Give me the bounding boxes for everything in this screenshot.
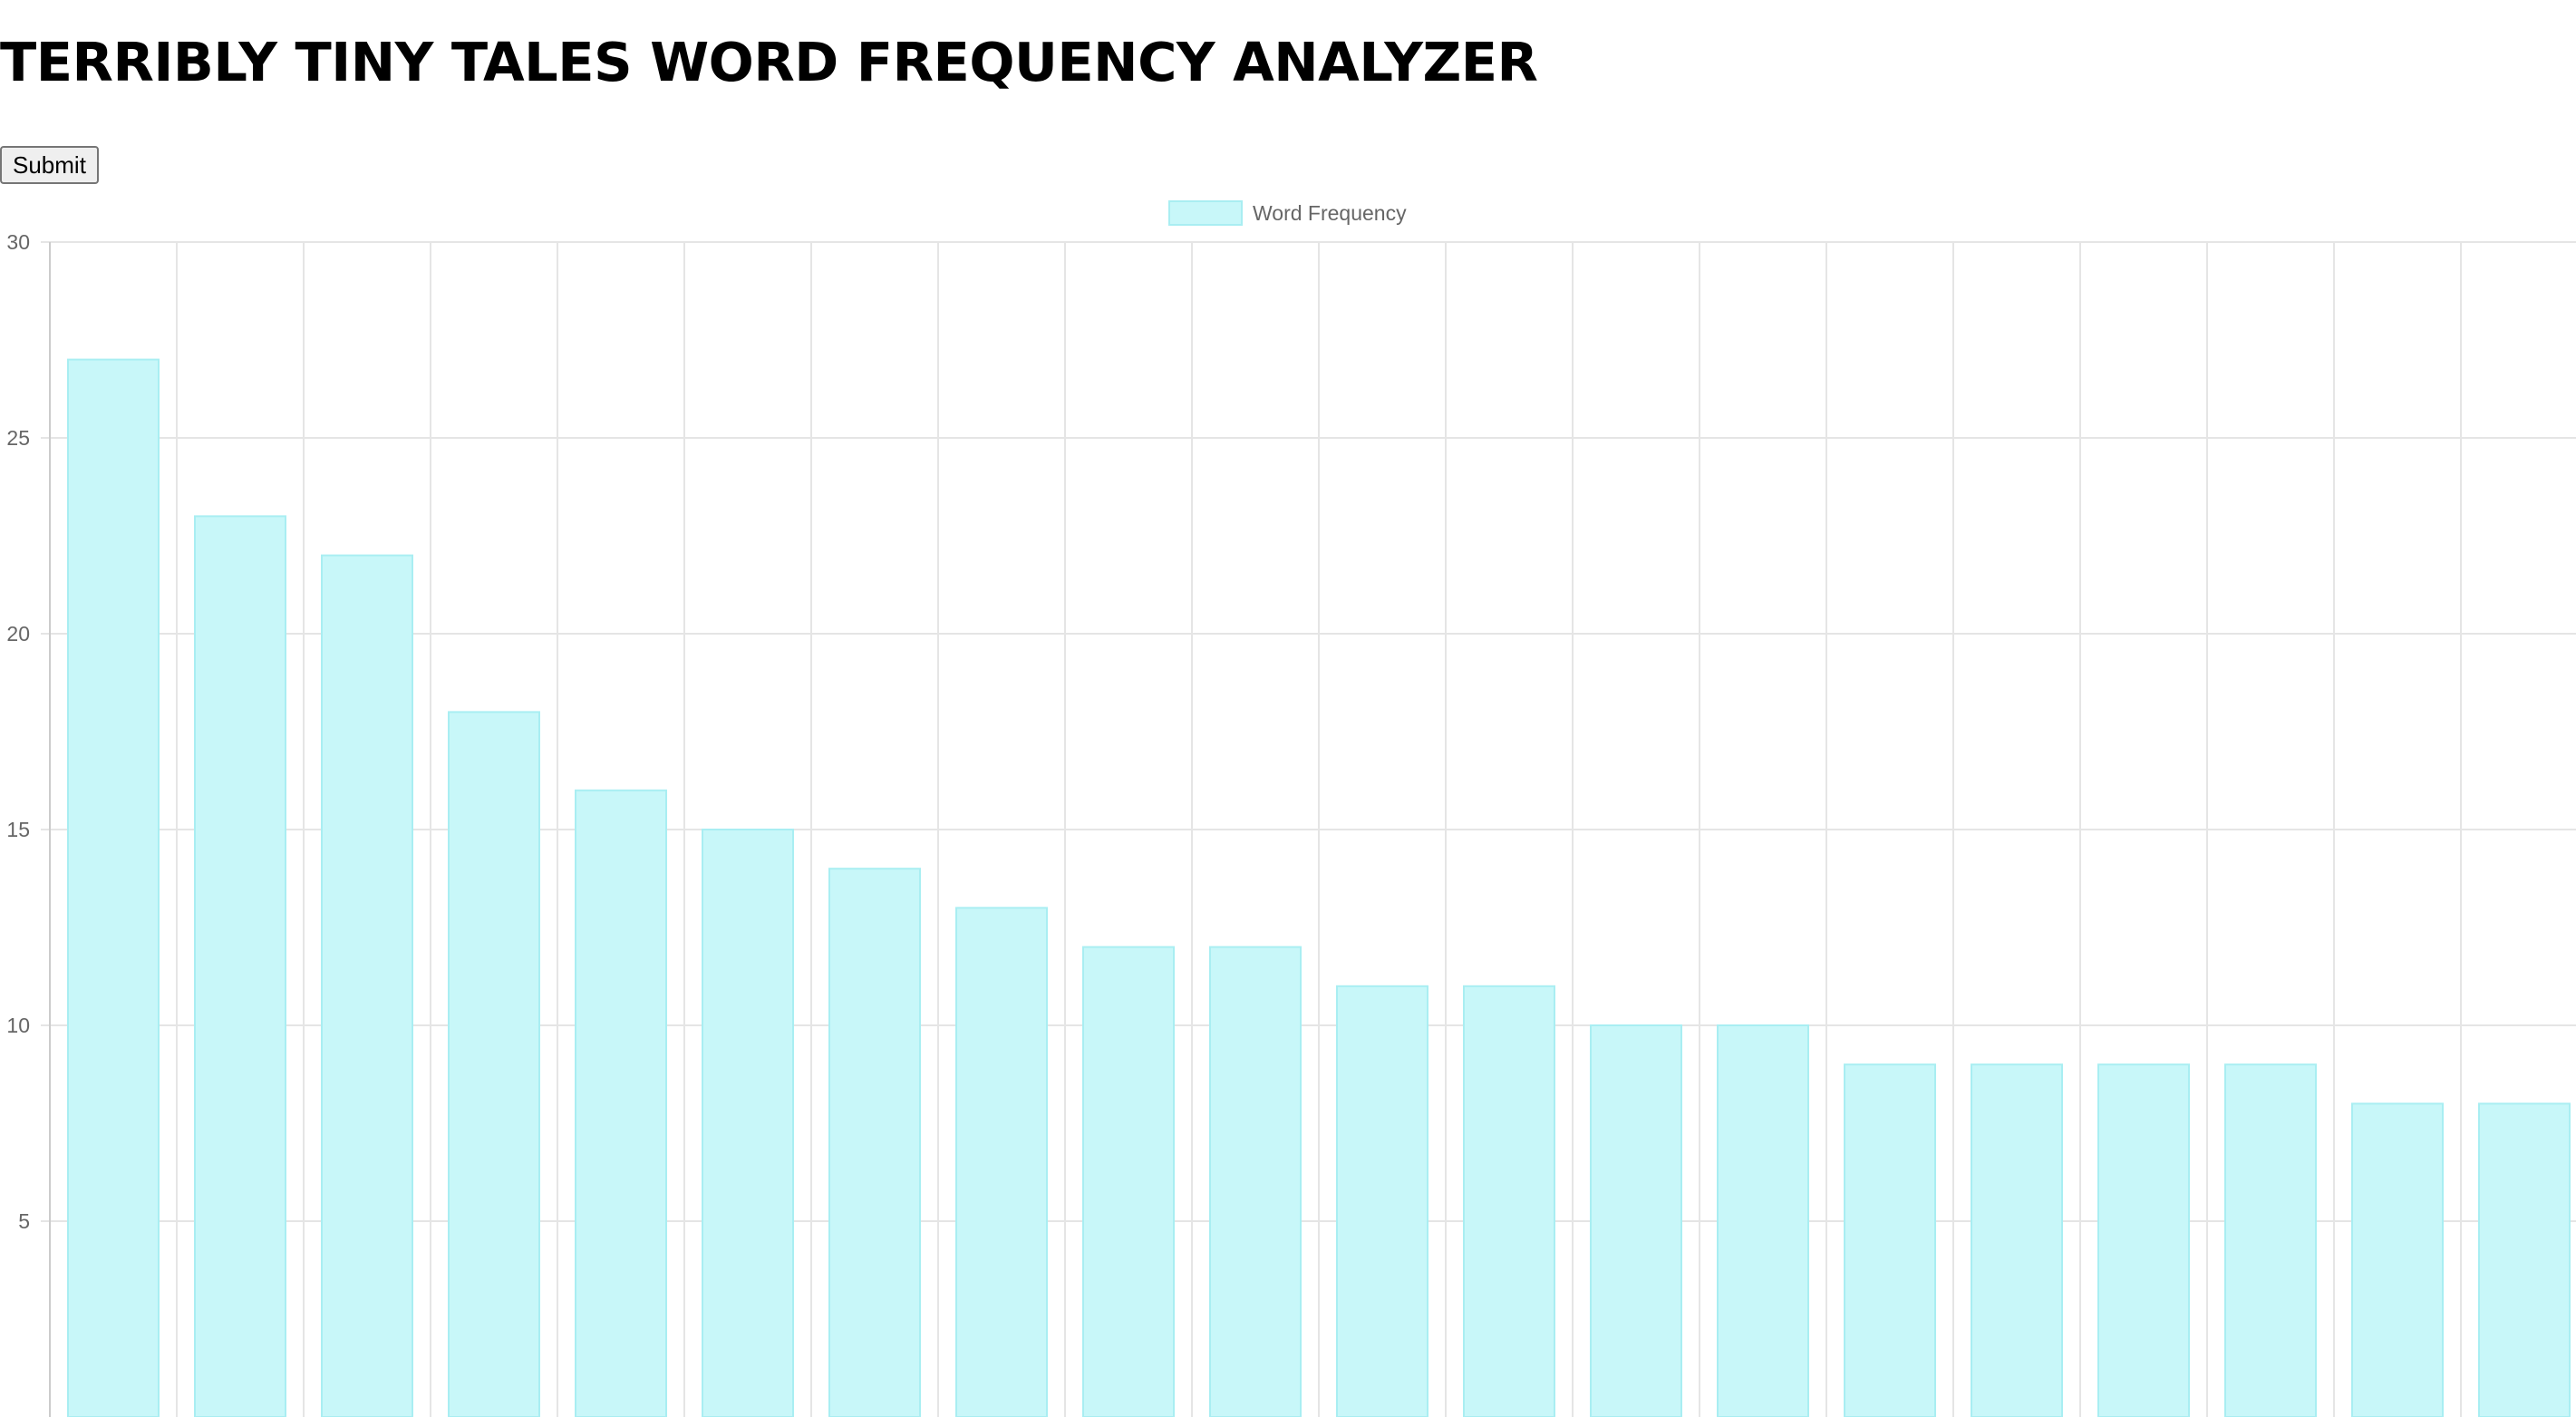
bar bbox=[1463, 985, 1555, 1417]
bar bbox=[1209, 946, 1302, 1417]
bar bbox=[2097, 1063, 2190, 1417]
y-tick-label: 5 bbox=[18, 1209, 30, 1233]
y-tick-label: 15 bbox=[6, 818, 30, 841]
chart-grid bbox=[41, 241, 2576, 1417]
bar bbox=[2351, 1102, 2444, 1417]
y-axis: 30 25 20 15 10 5 bbox=[6, 230, 30, 1233]
bar bbox=[1717, 1024, 1809, 1417]
y-tick-label: 30 bbox=[6, 230, 30, 254]
chart-legend[interactable]: Word Frequency bbox=[1168, 200, 1407, 226]
bar bbox=[194, 515, 286, 1417]
bar bbox=[1844, 1063, 1936, 1417]
bar bbox=[1082, 946, 1175, 1417]
y-tick-label: 25 bbox=[6, 426, 30, 450]
bar bbox=[448, 711, 540, 1417]
bar bbox=[67, 358, 160, 1417]
bar bbox=[321, 554, 413, 1417]
legend-label: Word Frequency bbox=[1253, 201, 1407, 225]
bar bbox=[575, 789, 667, 1417]
bar bbox=[2224, 1063, 2317, 1417]
page-title: TERRIBLY TINY TALES WORD FREQUENCY ANALY… bbox=[0, 31, 1538, 93]
submit-button[interactable]: Submit bbox=[0, 146, 99, 184]
bar bbox=[828, 868, 921, 1417]
chart-bars bbox=[67, 358, 2571, 1417]
bar bbox=[1336, 985, 1428, 1417]
bar bbox=[702, 829, 794, 1417]
bar bbox=[955, 907, 1048, 1417]
bar bbox=[1590, 1024, 1682, 1417]
y-tick-label: 20 bbox=[6, 622, 30, 645]
bar bbox=[1971, 1063, 2063, 1417]
y-tick-label: 10 bbox=[6, 1014, 30, 1037]
legend-swatch bbox=[1168, 200, 1243, 226]
bar bbox=[2478, 1102, 2571, 1417]
